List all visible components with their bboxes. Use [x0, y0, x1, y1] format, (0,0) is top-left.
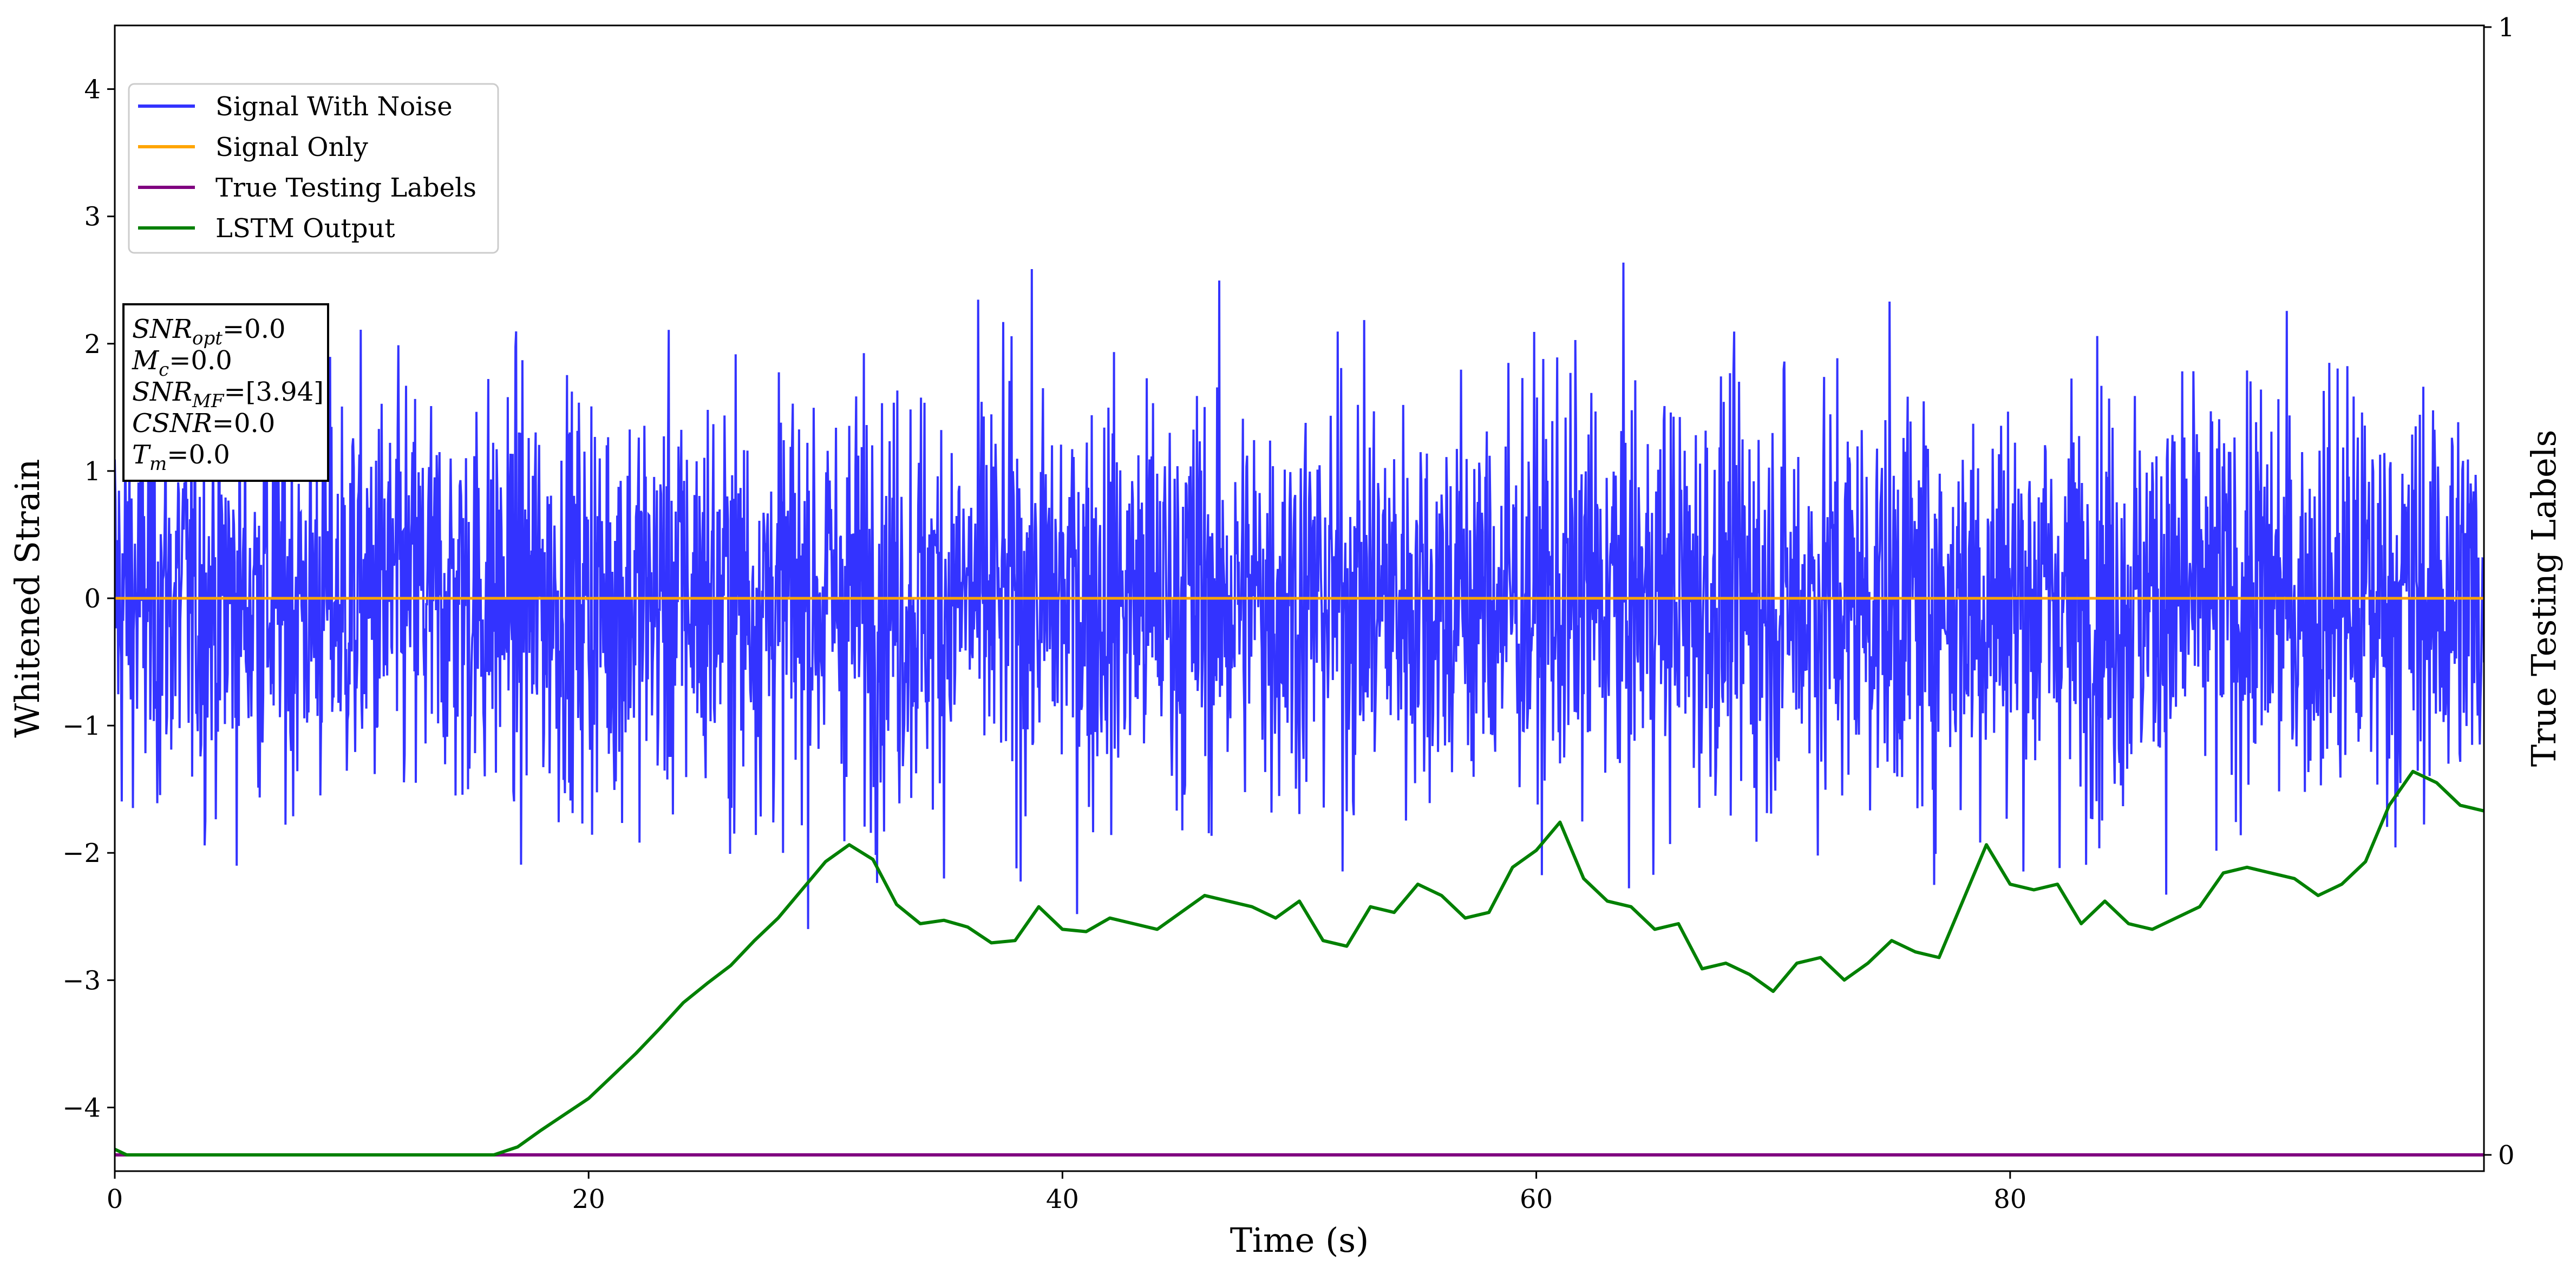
series-lstm-output-line — [115, 769, 2484, 1157]
y-tick-label: 2 — [84, 329, 101, 360]
y-tick-label: −4 — [62, 1093, 101, 1123]
y-tick-label: −1 — [62, 711, 101, 741]
y-tick-label: 3 — [84, 202, 101, 232]
y-tick-label: −2 — [62, 838, 101, 868]
legend: Signal With Noise Signal Only True Testing… — [128, 83, 499, 254]
x-tick-label: 60 — [1520, 1184, 1553, 1214]
legend-entry-label: Signal Only — [215, 132, 368, 162]
annotation-box — [122, 303, 329, 482]
x-tick-label: 80 — [1993, 1184, 2026, 1214]
x-tick-label: 0 — [107, 1184, 123, 1214]
parameter-annotation: SNRopt=0.0Mc=0.0SNRMF=[3.94]CSNR=0.0Tm=0… — [122, 303, 329, 482]
plot-area — [115, 262, 2484, 1157]
legend-entry-label: LSTM Output — [215, 213, 395, 244]
y-tick-label: 1 — [84, 456, 101, 487]
annotation-line: SNRopt=0.0 — [132, 314, 286, 349]
series-signal-with-noise-line — [115, 262, 2484, 929]
x-tick-label: 20 — [572, 1184, 605, 1214]
y2-axis-label: True Testing Labels — [2524, 430, 2564, 767]
axis-ticks: 0 20 40 60 80 4 3 2 1 0 −1 −2 −3 −4 1 0 — [62, 12, 2514, 1214]
annotation-line: Mc=0.0 — [132, 345, 232, 381]
annotation-line: Tm=0.0 — [132, 440, 230, 475]
annotation-line: CSNR=0.0 — [132, 408, 275, 439]
annotation-line: SNRMF=[3.94] — [132, 377, 324, 412]
legend-box — [128, 83, 499, 254]
y-tick-label: 0 — [84, 584, 101, 614]
x-axis-label: Time (s) — [1230, 1220, 1369, 1260]
y-axis-label: Whitened Strain — [8, 459, 47, 738]
y-tick-label: 4 — [84, 75, 101, 105]
x-tick-label: 40 — [1046, 1184, 1079, 1214]
legend-entry-label: True Testing Labels — [215, 173, 476, 203]
y2-tick-label: 1 — [2498, 12, 2515, 43]
y2-tick-label: 0 — [2498, 1140, 2515, 1171]
legend-entry-label: Signal With Noise — [215, 92, 453, 122]
y-tick-label: −3 — [62, 965, 101, 996]
